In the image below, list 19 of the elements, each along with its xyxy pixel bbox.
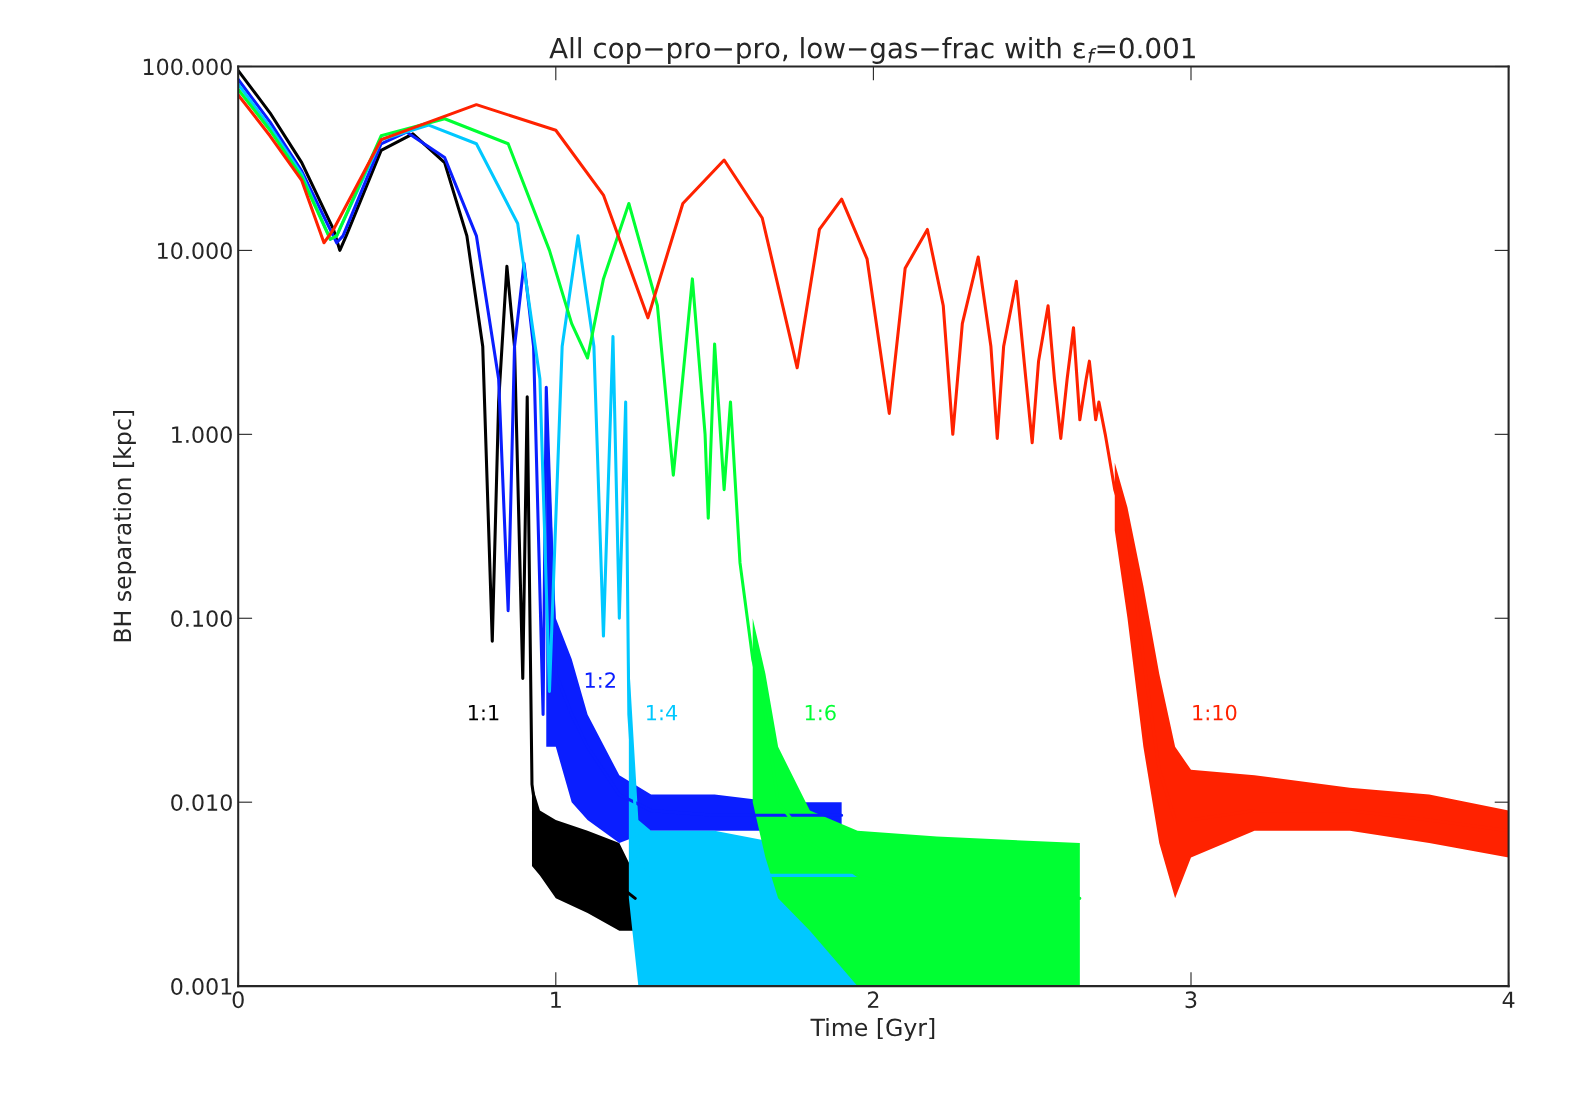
series-label: 1:4 [647,705,678,721]
series-label: 1:6 [805,704,836,721]
y-tick-label: 10.000 [158,242,232,260]
x-tick-label: 4 [1502,991,1515,1008]
series-label: 1:2 [585,672,615,688]
series-label: 1:1 [468,705,499,721]
x-tick-label: 2 [867,991,879,1008]
x-tick-label: 0 [232,991,244,1009]
x-tick-label: 1 [551,991,561,1008]
chart-title: All cop−pro−pro, low−gas−frac with ε$_{f}$=0.001 [549,37,1195,64]
y-axis-title: BH separation [kpc] [113,410,136,642]
y-tick-label: 0.010 [171,794,232,811]
y-tick-label: 0.100 [171,610,232,628]
series-label: 1:10 [1193,704,1237,721]
y-tick-label: 0.001 [171,978,232,995]
x-tick-label: 3 [1185,991,1197,1009]
y-tick-label: 100.000 [143,58,232,76]
y-tick-label: 1.000 [172,426,232,444]
x-axis-title: Time [Gyr] [810,1018,935,1041]
